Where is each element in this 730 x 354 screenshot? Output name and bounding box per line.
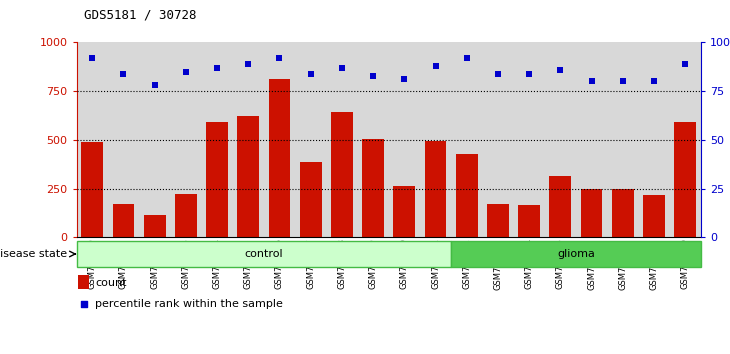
Bar (513, 42, 545, 237)
Bar (675, 122, 696, 237)
Text: control: control (245, 249, 283, 259)
Bar (362, 139, 384, 237)
Text: GDS5181 / 30728: GDS5181 / 30728 (84, 8, 196, 21)
Bar (576, 42, 607, 237)
Text: count: count (96, 278, 127, 288)
Bar (420, 42, 451, 237)
Bar (483, 42, 513, 237)
Point (274, 55, 285, 61)
Point (461, 55, 472, 61)
Bar (78, 275, 89, 289)
Bar (451, 42, 483, 237)
Point (430, 63, 442, 69)
Bar (81, 142, 103, 237)
Point (242, 61, 254, 67)
Bar (487, 204, 509, 237)
Bar (580, 188, 602, 237)
Bar (300, 162, 322, 237)
Bar (518, 205, 540, 237)
Bar (170, 42, 201, 237)
Bar (358, 42, 389, 237)
Point (492, 71, 504, 76)
Bar (643, 195, 665, 237)
Bar (237, 116, 259, 237)
Bar (393, 185, 415, 237)
Point (555, 67, 566, 73)
Bar (456, 154, 477, 237)
Bar (77, 241, 451, 267)
Bar (144, 215, 166, 237)
Point (367, 73, 379, 78)
Bar (206, 122, 228, 237)
Bar (607, 42, 638, 237)
Bar (638, 42, 669, 237)
Point (149, 82, 161, 88)
Bar (669, 42, 701, 237)
Text: glioma: glioma (557, 249, 595, 259)
Point (617, 79, 629, 84)
Bar (331, 112, 353, 237)
Text: percentile rank within the sample: percentile rank within the sample (96, 299, 283, 309)
Point (399, 76, 410, 82)
Bar (201, 42, 233, 237)
Point (118, 71, 129, 76)
Bar (233, 42, 264, 237)
Bar (425, 141, 447, 237)
Bar (77, 42, 108, 237)
Bar (612, 189, 634, 237)
Bar (545, 42, 576, 237)
Point (336, 65, 347, 70)
Point (86, 55, 98, 61)
Bar (389, 42, 420, 237)
Point (305, 71, 317, 76)
Bar (108, 42, 139, 237)
Bar (326, 42, 358, 237)
Bar (295, 42, 326, 237)
Bar (264, 42, 295, 237)
Bar (139, 42, 170, 237)
Bar (175, 194, 197, 237)
Bar (112, 204, 134, 237)
Point (680, 61, 691, 67)
Bar (550, 176, 572, 237)
Point (585, 79, 597, 84)
Point (523, 71, 535, 76)
Bar (269, 79, 291, 237)
Point (77, 301, 89, 307)
Point (648, 79, 660, 84)
Point (211, 65, 223, 70)
Text: disease state: disease state (0, 249, 67, 259)
Bar (451, 241, 701, 267)
Point (180, 69, 192, 74)
